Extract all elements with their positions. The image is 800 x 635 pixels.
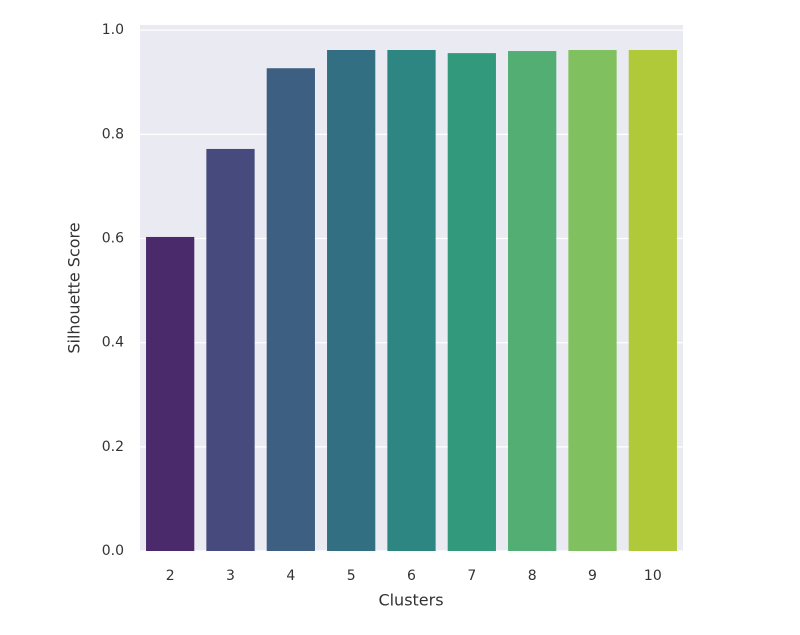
bar	[387, 49, 436, 552]
y-tick-label: 0.0	[102, 543, 124, 559]
bar	[146, 236, 195, 551]
bar	[327, 49, 376, 552]
x-tick-label: 3	[226, 568, 235, 584]
y-tick-label: 0.2	[102, 439, 124, 455]
bar	[266, 68, 315, 552]
y-axis-label: Silhouette Score	[65, 222, 84, 353]
y-tick-label: 0.8	[102, 126, 124, 142]
x-tick-label: 6	[407, 568, 416, 584]
y-tick-label: 0.6	[102, 231, 124, 247]
x-tick-label: 8	[528, 568, 537, 584]
x-tick-label: 5	[347, 568, 356, 584]
bar	[206, 148, 255, 551]
bar	[447, 53, 496, 551]
bar	[628, 49, 677, 552]
bar	[568, 49, 617, 552]
x-tick-label: 7	[467, 568, 476, 584]
x-tick-label: 10	[644, 568, 662, 584]
y-tick-label: 0.4	[102, 335, 124, 351]
x-tick-label: 4	[286, 568, 295, 584]
x-axis-label: Clusters	[378, 591, 443, 610]
bar	[508, 51, 557, 551]
y-tick-label: 1.0	[102, 22, 124, 38]
x-tick-label: 9	[588, 568, 597, 584]
x-tick-label: 2	[166, 568, 175, 584]
